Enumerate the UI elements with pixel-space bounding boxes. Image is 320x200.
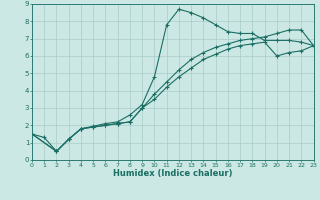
X-axis label: Humidex (Indice chaleur): Humidex (Indice chaleur): [113, 169, 233, 178]
